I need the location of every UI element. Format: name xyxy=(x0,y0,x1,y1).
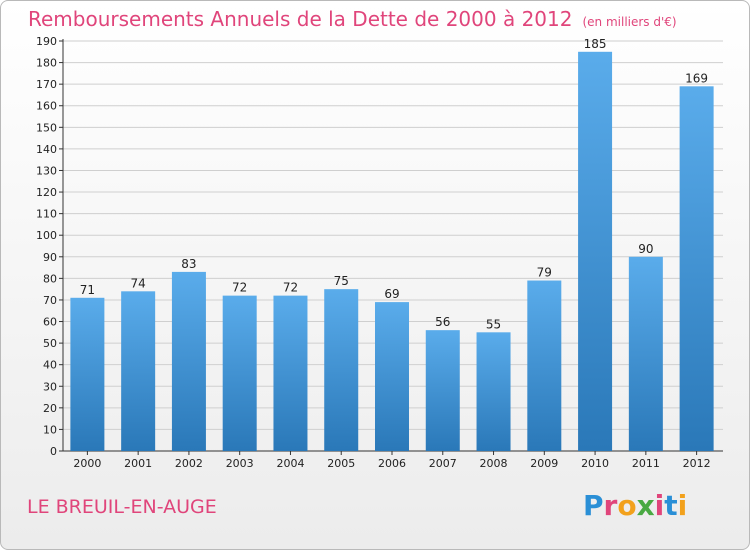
bar xyxy=(628,256,663,451)
y-tick-label: 180 xyxy=(36,57,57,70)
bar xyxy=(121,291,156,451)
bar-value-label: 72 xyxy=(283,281,298,295)
bar-value-label: 169 xyxy=(685,71,708,85)
x-tick-label: 2010 xyxy=(581,457,609,470)
y-tick-label: 190 xyxy=(36,35,57,48)
bar-value-label: 71 xyxy=(80,283,95,297)
y-tick-label: 170 xyxy=(36,78,57,91)
bar xyxy=(273,295,308,451)
y-tick-label: 100 xyxy=(36,229,57,242)
x-tick-label: 2001 xyxy=(124,457,152,470)
bar-value-label: 69 xyxy=(384,287,399,301)
y-tick-label: 30 xyxy=(43,380,57,393)
bar-value-label: 185 xyxy=(584,37,607,51)
x-tick-label: 2005 xyxy=(327,457,355,470)
bar xyxy=(375,302,409,451)
x-tick-label: 2000 xyxy=(73,457,101,470)
y-tick-label: 10 xyxy=(43,423,57,436)
bar xyxy=(171,271,206,451)
bar xyxy=(476,332,511,451)
bar-value-label: 74 xyxy=(131,276,146,290)
y-tick-label: 160 xyxy=(36,100,57,113)
bar-value-label: 75 xyxy=(334,274,349,288)
bar xyxy=(70,297,105,451)
y-tick-label: 90 xyxy=(43,251,57,264)
x-tick-label: 2009 xyxy=(530,457,558,470)
logo-letter: i xyxy=(654,489,665,522)
bar-value-label: 79 xyxy=(537,266,552,280)
y-tick-label: 50 xyxy=(43,337,57,350)
logo-letter: o xyxy=(617,489,637,522)
x-tick-label: 2003 xyxy=(226,457,254,470)
y-tick-label: 140 xyxy=(36,143,57,156)
proxiti-logo: Proxiti xyxy=(583,489,687,522)
bar-value-label: 56 xyxy=(435,315,450,329)
logo-letter: r xyxy=(603,489,618,522)
logo-letter: x xyxy=(636,489,655,522)
y-tick-label: 120 xyxy=(36,186,57,199)
logo-letter: P xyxy=(583,489,604,522)
x-tick-label: 2006 xyxy=(378,457,406,470)
bar xyxy=(324,289,359,451)
chart-title: Remboursements Annuels de la Dette de 20… xyxy=(28,7,677,31)
bar xyxy=(222,295,257,451)
bar xyxy=(578,51,613,451)
chart-title-text: Remboursements Annuels de la Dette de 20… xyxy=(28,7,573,31)
bar xyxy=(527,280,562,451)
x-tick-label: 2012 xyxy=(683,457,711,470)
chart-unit-label: (en milliers d'€) xyxy=(582,15,677,29)
y-tick-label: 60 xyxy=(43,316,57,329)
x-tick-label: 2004 xyxy=(276,457,304,470)
bar-value-label: 83 xyxy=(181,257,196,271)
bar-value-label: 55 xyxy=(486,317,501,331)
commune-name: LE BREUIL-EN-AUGE xyxy=(27,496,217,518)
y-tick-label: 0 xyxy=(50,445,57,458)
x-tick-label: 2002 xyxy=(175,457,203,470)
y-tick-label: 130 xyxy=(36,164,57,177)
logo-letter: i xyxy=(677,489,688,522)
bar-value-label: 90 xyxy=(638,242,653,256)
logo-letter: t xyxy=(664,489,678,522)
y-tick-label: 40 xyxy=(43,359,57,372)
y-tick-label: 70 xyxy=(43,294,57,307)
x-tick-label: 2011 xyxy=(632,457,660,470)
bar xyxy=(679,86,714,451)
y-tick-label: 80 xyxy=(43,272,57,285)
y-tick-label: 20 xyxy=(43,402,57,415)
x-tick-label: 2008 xyxy=(480,457,508,470)
bar xyxy=(425,330,460,451)
y-tick-label: 150 xyxy=(36,121,57,134)
y-tick-label: 110 xyxy=(36,208,57,221)
x-tick-label: 2007 xyxy=(429,457,457,470)
bar-value-label: 72 xyxy=(232,281,247,295)
